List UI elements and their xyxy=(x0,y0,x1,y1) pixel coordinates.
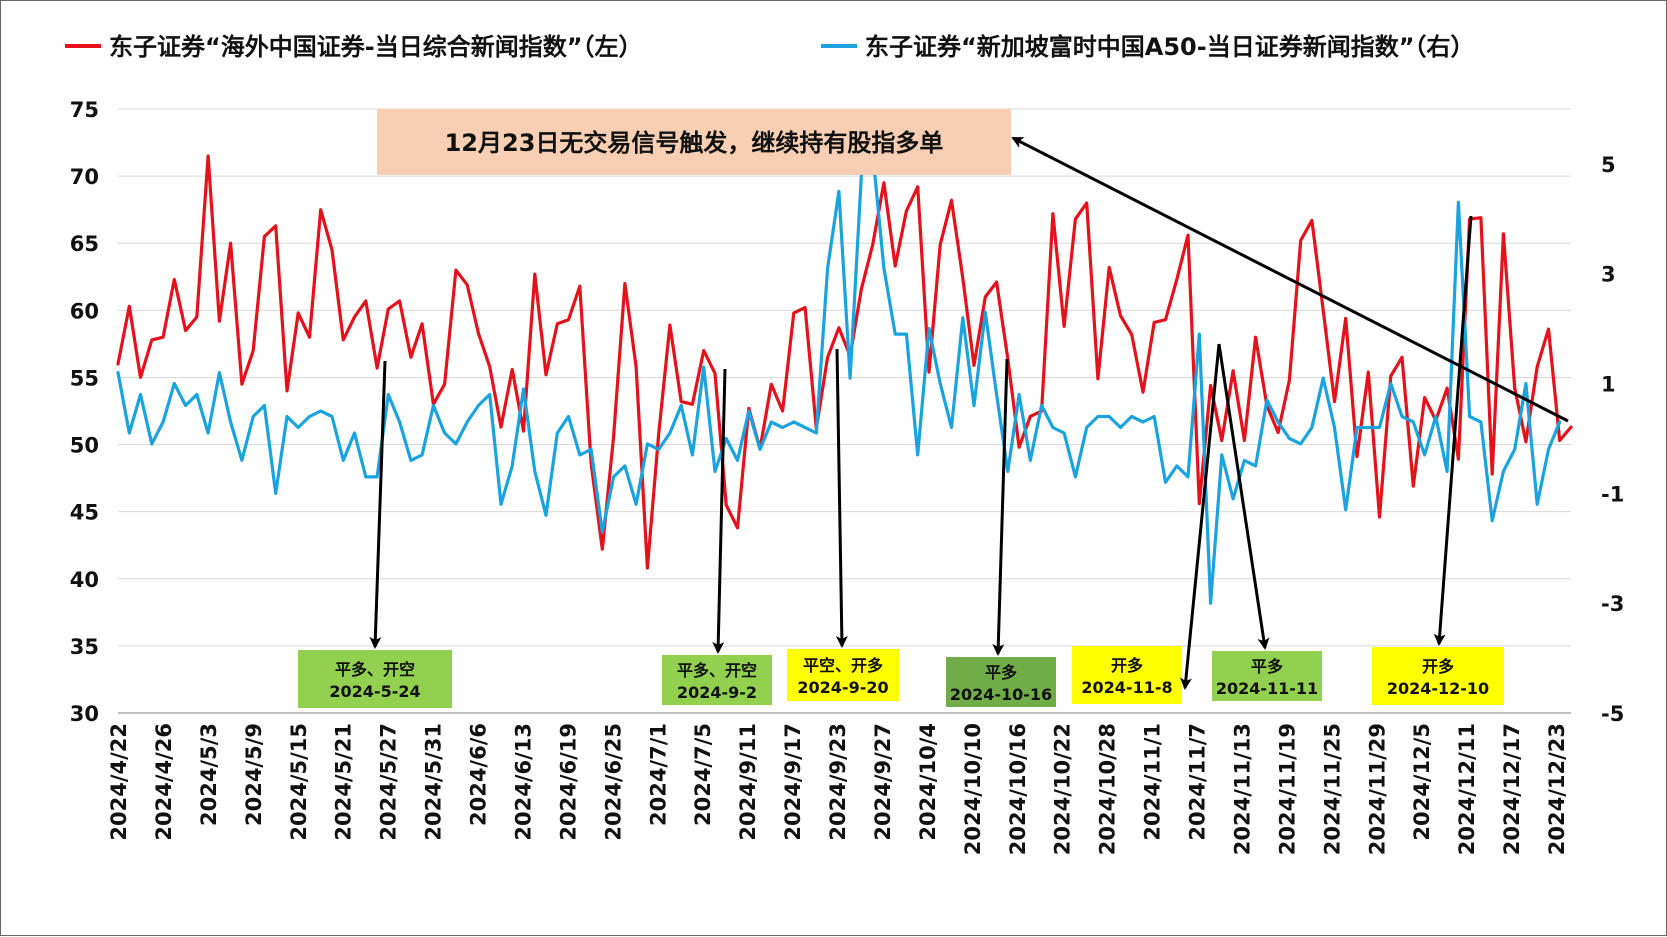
x-tick-label: 2024/11/19 xyxy=(1275,723,1299,855)
signal-date-label: 2024-10-16 xyxy=(950,685,1052,704)
left-y-tick-label: 65 xyxy=(70,232,99,256)
x-tick-label: 2024/10/4 xyxy=(916,723,940,841)
right-y-tick-label: 1 xyxy=(1601,373,1616,397)
x-tick-label: 2024/10/28 xyxy=(1096,723,1120,855)
x-tick-label: 2024/12/11 xyxy=(1455,723,1479,855)
signal-action-label: 平多、开空 xyxy=(335,660,415,679)
left-y-tick-label: 30 xyxy=(70,702,99,726)
x-tick-label: 2024/10/16 xyxy=(1006,723,1030,855)
x-tick-label: 2024/4/26 xyxy=(152,723,176,841)
right-y-tick-label: -5 xyxy=(1601,702,1624,726)
series-line-1 xyxy=(116,154,1573,570)
signal-date-label: 2024-9-2 xyxy=(677,683,757,702)
signal-arrow xyxy=(1011,136,1569,423)
signal-action-label: 平空、开多 xyxy=(803,656,883,675)
signal-date-label: 2024-11-8 xyxy=(1081,678,1172,697)
x-tick-label: 2024/9/27 xyxy=(871,723,895,841)
x-tick-label: 2024/5/3 xyxy=(197,723,221,826)
x-tick-label: 2024/5/31 xyxy=(422,723,446,841)
signal-box xyxy=(662,655,772,705)
signal-action-label: 平多 xyxy=(1251,657,1283,676)
signal-date-label: 2024-11-11 xyxy=(1216,679,1318,698)
x-tick-label: 2024/11/29 xyxy=(1365,723,1389,855)
callout-text: 12月23日无交易信号触发，继续持有股指多单 xyxy=(445,129,944,157)
signal-box xyxy=(1212,651,1322,701)
x-tick-label: 2024/11/7 xyxy=(1186,723,1210,841)
left-y-tick-label: 55 xyxy=(70,366,99,390)
signal-date-label: 2024-9-20 xyxy=(797,678,888,697)
signal-action-label: 开多 xyxy=(1422,657,1454,676)
series-line-2 xyxy=(116,151,1562,605)
x-tick-label: 2024/9/23 xyxy=(826,723,850,841)
signal-arrow xyxy=(369,360,387,649)
x-tick-label: 2024/5/9 xyxy=(242,723,266,826)
x-tick-label: 2024/9/11 xyxy=(736,723,760,841)
x-tick-label: 2024/11/25 xyxy=(1320,723,1344,855)
signal-date-label: 2024-5-24 xyxy=(329,682,420,701)
signal-date-label: 2024-12-10 xyxy=(1387,679,1489,698)
right-y-tick-label: 5 xyxy=(1601,153,1616,177)
signal-box xyxy=(298,650,452,708)
x-tick-label: 2024/12/23 xyxy=(1545,723,1569,855)
signal-box xyxy=(787,649,899,701)
signal-arrow xyxy=(712,368,727,654)
legend: 东子证券“海外中国证券-当日综合新闻指数”（左） 东子证券“新加坡富时中国A50-… xyxy=(65,33,1474,61)
legend-label: 东子证券“海外中国证券-当日综合新闻指数”（左） xyxy=(109,33,643,61)
signal-arrow xyxy=(992,358,1009,656)
x-tick-label: 2024/10/22 xyxy=(1051,723,1075,855)
signal-arrow xyxy=(1180,343,1221,690)
left-y-tick-label: 35 xyxy=(70,635,99,659)
x-tick-label: 2024/12/17 xyxy=(1500,723,1524,855)
x-tick-label: 2024/10/10 xyxy=(961,723,985,855)
callout-box xyxy=(377,109,1011,175)
x-tick-label: 2024/9/17 xyxy=(781,723,805,841)
signal-arrow xyxy=(1217,343,1270,650)
x-tick-label: 2024/5/15 xyxy=(287,723,311,841)
signal-action-label: 开多 xyxy=(1111,656,1143,675)
legend-label: 东子证券“新加坡富时中国A50-当日证券新闻指数”（右） xyxy=(865,33,1474,61)
x-tick-label: 2024/6/13 xyxy=(511,723,535,841)
signal-action-label: 平多 xyxy=(985,663,1017,682)
x-tick-label: 2024/6/25 xyxy=(601,723,625,841)
x-tick-label: 2024/4/22 xyxy=(107,723,131,841)
x-tick-label: 2024/6/6 xyxy=(467,723,491,826)
signal-box xyxy=(1072,646,1182,704)
signal-box xyxy=(946,657,1056,707)
x-tick-label: 2024/12/5 xyxy=(1410,723,1434,841)
left-y-tick-label: 60 xyxy=(70,299,99,323)
x-tick-label: 2024/7/5 xyxy=(691,723,715,826)
signal-box xyxy=(1372,647,1504,705)
x-tick-label: 2024/7/1 xyxy=(646,723,670,826)
left-y-tick-label: 70 xyxy=(70,165,99,189)
x-tick-label: 2024/5/27 xyxy=(377,723,401,841)
x-tick-label: 2024/6/19 xyxy=(556,723,580,841)
left-y-tick-label: 75 xyxy=(70,98,99,122)
series-lines xyxy=(116,151,1573,605)
left-y-tick-label: 45 xyxy=(70,501,99,525)
x-tick-label: 2024/11/1 xyxy=(1141,723,1165,841)
x-tick-label: 2024/5/21 xyxy=(332,723,356,841)
right-y-tick-label: 3 xyxy=(1601,263,1616,287)
left-y-tick-label: 40 xyxy=(70,568,99,592)
signal-arrow xyxy=(835,348,848,648)
x-tick-label: 2024/11/13 xyxy=(1230,723,1254,855)
signal-action-label: 平多、开空 xyxy=(677,661,757,680)
right-y-tick-label: -3 xyxy=(1601,592,1624,616)
left-y-tick-label: 50 xyxy=(70,434,99,458)
signal-arrow xyxy=(1433,215,1473,646)
right-y-tick-label: -1 xyxy=(1601,482,1624,506)
